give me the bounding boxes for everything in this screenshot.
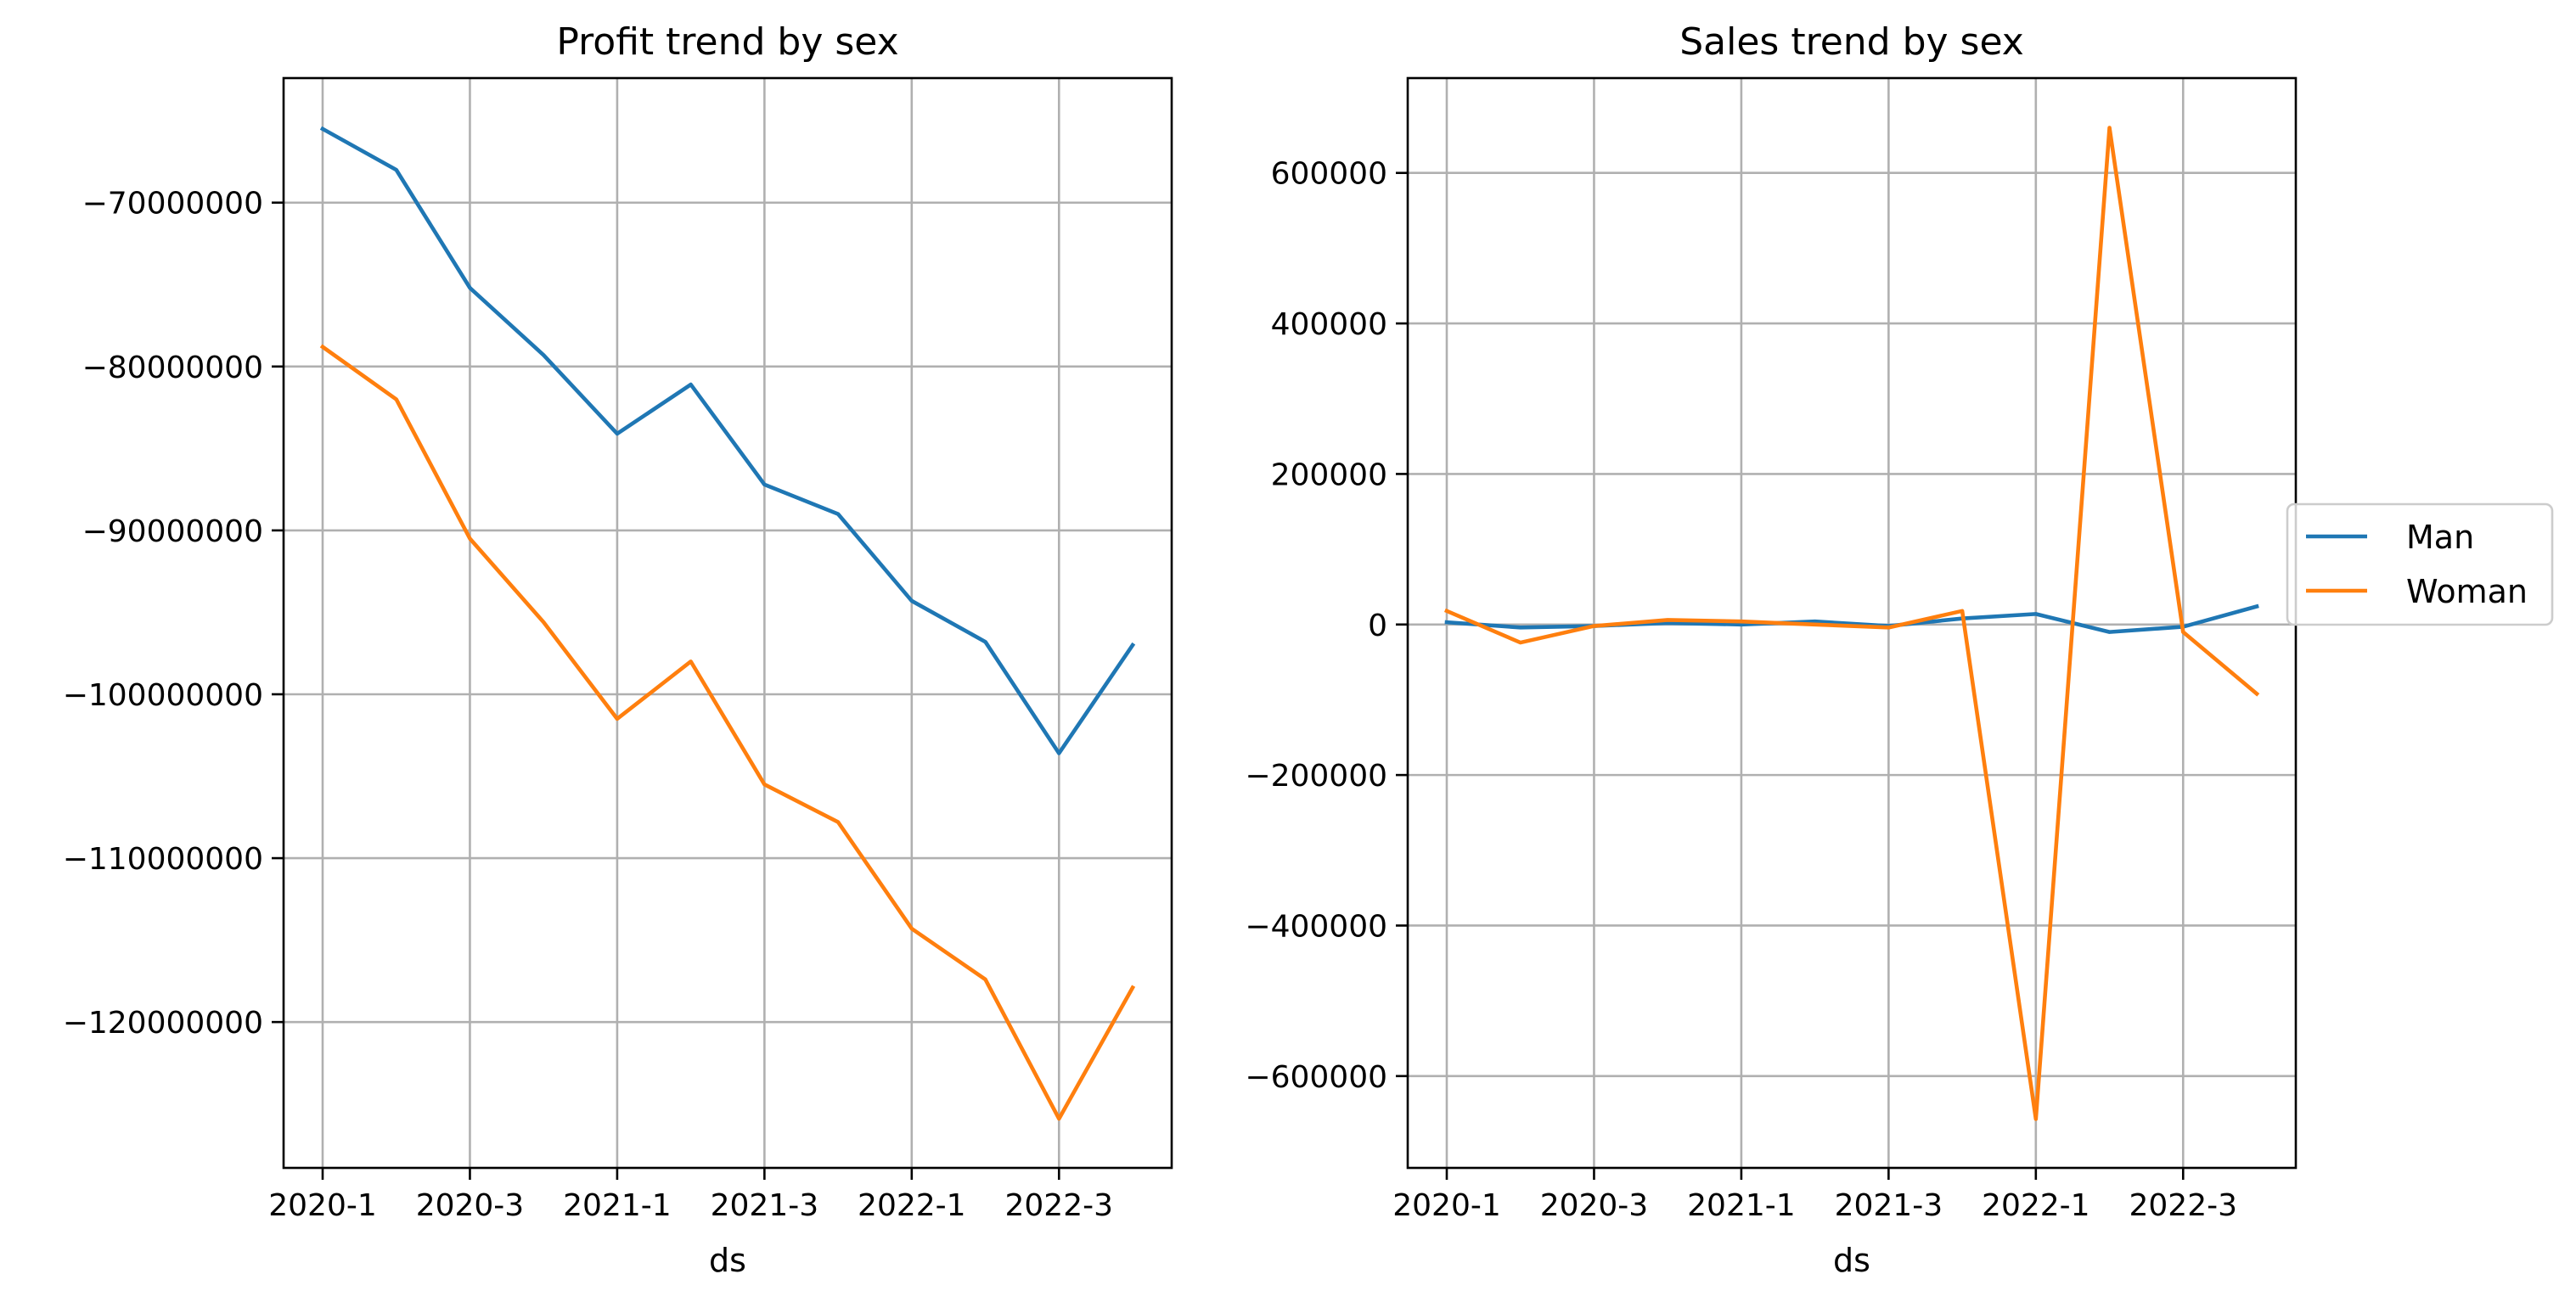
- sales-x-tick-label: 2022-1: [1982, 1188, 2090, 1223]
- profit-y-tick-label: −80000000: [82, 351, 263, 385]
- profit-ticks: 2020-1 2020-3 2021-1 2021-3 2022-1 2022-3 −120…: [63, 187, 1113, 1223]
- profit-x-tick-label: 2022-1: [858, 1188, 966, 1223]
- sales-x-tick-label: 2021-1: [1687, 1188, 1796, 1223]
- profit-grid: [284, 78, 1172, 1168]
- sales-y-tick-label: −400000: [1245, 909, 1387, 944]
- profit-y-tick-label: −90000000: [82, 514, 263, 549]
- profit-chart-title: Profit trend by sex: [556, 20, 898, 64]
- sales-x-axis-label: ds: [1833, 1242, 1870, 1279]
- profit-chart-panel: 2020-1 2020-3 2021-1 2021-3 2022-1 2022-3 −120…: [63, 20, 1173, 1279]
- sales-chart-panel: 2020-1 2020-3 2021-1 2021-3 2022-1 2022-3 −600…: [1245, 20, 2298, 1279]
- sales-series-line-woman: [1443, 126, 2260, 1121]
- profit-x-tick-label: 2020-3: [416, 1188, 525, 1223]
- profit-x-tick-label: 2021-3: [711, 1188, 819, 1223]
- profit-series-lines: [319, 126, 1136, 1121]
- profit-y-tick-label: −70000000: [82, 187, 263, 222]
- legend-label-woman: Woman: [2406, 573, 2528, 610]
- sales-y-tick-label: 200000: [1271, 457, 1387, 492]
- profit-y-tick-label: −120000000: [63, 1006, 263, 1041]
- sales-ticks: 2020-1 2020-3 2021-1 2021-3 2022-1 2022-3 −600…: [1245, 157, 2237, 1223]
- sales-series-line-man: [1444, 603, 2259, 634]
- profit-y-tick-label: −100000000: [63, 678, 263, 713]
- sales-y-tick-label: 400000: [1271, 307, 1387, 342]
- legend-box: [2286, 502, 2554, 626]
- profit-x-tick-label: 2022-3: [1005, 1188, 1114, 1223]
- profit-series-line-woman: [319, 344, 1136, 1121]
- profit-y-tick-label: −110000000: [63, 842, 263, 877]
- sales-x-tick-label: 2021-3: [1835, 1188, 1943, 1223]
- legend: Man Woman: [2286, 502, 2554, 626]
- sales-y-tick-label: 0: [1368, 609, 1387, 643]
- sales-y-tick-label: −200000: [1245, 759, 1387, 794]
- profit-series-line-man: [319, 126, 1136, 755]
- profit-x-axis-label: ds: [709, 1242, 746, 1279]
- sales-y-tick-label: −600000: [1245, 1060, 1387, 1095]
- sales-grid: [1408, 78, 2296, 1168]
- sales-x-tick-label: 2022-3: [2129, 1188, 2238, 1223]
- profit-x-tick-label: 2020-1: [268, 1188, 377, 1223]
- sales-chart-title: Sales trend by sex: [1679, 20, 2024, 64]
- profit-axes-frame: [282, 76, 1173, 1170]
- sales-series-lines: [1443, 126, 2260, 1121]
- sales-x-tick-label: 2020-3: [1540, 1188, 1649, 1223]
- legend-label-man: Man: [2406, 519, 2474, 556]
- sales-x-tick-label: 2020-1: [1392, 1188, 1501, 1223]
- profit-x-tick-label: 2021-1: [563, 1188, 672, 1223]
- sales-y-tick-label: 600000: [1271, 157, 1387, 192]
